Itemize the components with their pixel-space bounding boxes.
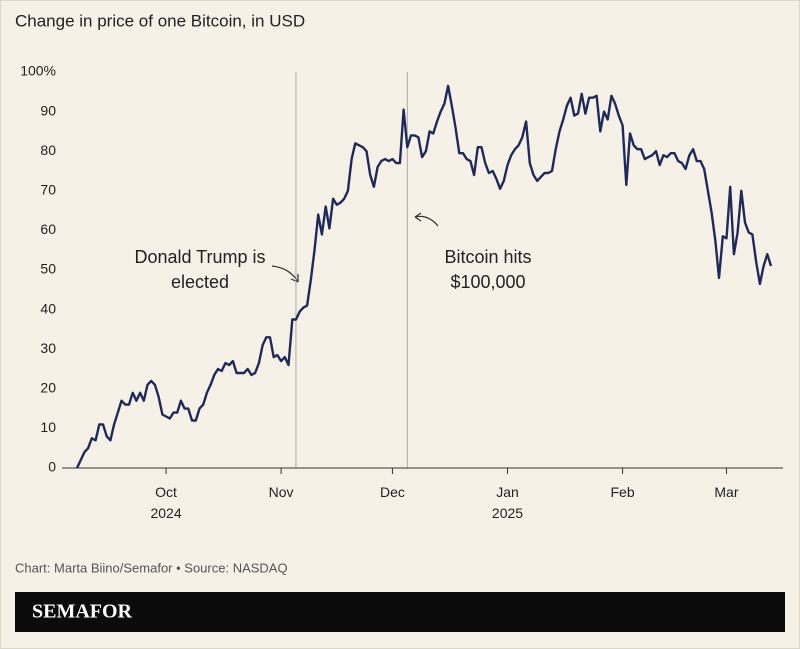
y-tick-label: 40 — [40, 300, 56, 316]
y-tick-label: 30 — [40, 340, 56, 356]
y-tick-label: 20 — [40, 380, 56, 396]
price-line — [75, 84, 773, 469]
y-tick-label: 50 — [40, 261, 56, 277]
brand-bar — [15, 592, 785, 632]
chart-title: Change in price of one Bitcoin, in USD — [15, 11, 305, 30]
annotation: $100,000 — [450, 272, 525, 292]
y-tick-label: 0 — [48, 459, 56, 475]
y-tick-label: 70 — [40, 182, 56, 198]
annotation-arrow — [271, 265, 299, 283]
annotation: Bitcoin hits — [444, 247, 531, 267]
x-tick-label: Mar — [714, 484, 738, 500]
y-tick-label: 90 — [40, 102, 56, 118]
annotation-arrow — [414, 212, 439, 227]
y-tick-label: 100% — [20, 63, 56, 79]
y-tick-label: 80 — [40, 142, 56, 158]
annotation: Donald Trump is — [134, 247, 265, 267]
y-tick-label: 10 — [40, 419, 56, 435]
x-tick-label: Nov — [269, 484, 294, 500]
source: Chart: Marta Biino/Semafor • Source: NAS… — [15, 560, 288, 575]
annotation: elected — [171, 272, 229, 292]
x-tick-label: Oct 2024 — [150, 484, 181, 521]
y-tick-label: 60 — [40, 221, 56, 237]
x-tick-label: Jan 2025 — [492, 484, 523, 521]
x-tick-label: Dec — [380, 484, 405, 500]
x-tick-label: Feb — [610, 484, 634, 500]
brand: SEMAFOR — [32, 601, 133, 623]
